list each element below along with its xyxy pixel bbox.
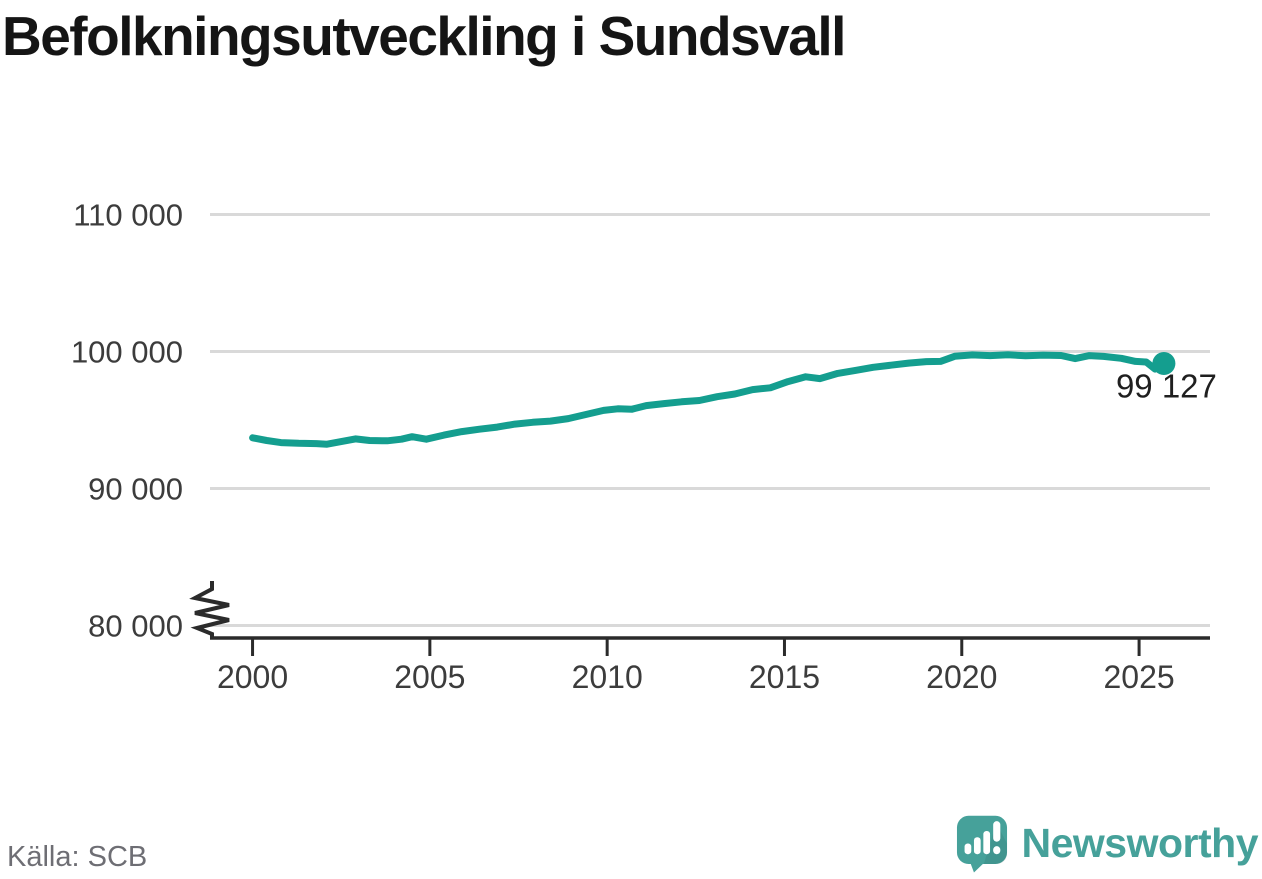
- population-line: [249, 351, 1168, 448]
- y-tick-label: 80 000: [88, 609, 183, 644]
- newsworthy-logo-text: Newsworthy: [1021, 820, 1259, 866]
- x-tick-label: 2020: [926, 659, 997, 695]
- newsworthy-logo-icon: [956, 815, 1007, 873]
- y-tick-label: 110 000: [73, 198, 183, 233]
- speech-bubble-icon: [956, 815, 1007, 873]
- x-tick-label: 2025: [1103, 659, 1174, 695]
- bar-icon-large: [982, 830, 990, 855]
- x-tick-label: 2010: [572, 659, 643, 695]
- chart-title: Befolkningsutveckling i Sundsvall: [2, 5, 846, 67]
- end-value-label: 99 127: [1116, 367, 1217, 404]
- source-note: Källa: SCB: [7, 841, 148, 873]
- exclamation-dot-icon: [992, 846, 1000, 855]
- exclamation-icon: [992, 821, 1000, 842]
- x-tick-label: 2005: [394, 659, 465, 695]
- x-tick-label: 2015: [749, 659, 820, 695]
- x-tick-label: 2000: [217, 659, 288, 695]
- newsworthy-logo: Newsworthy: [955, 814, 1259, 873]
- latest-point-marker: [1152, 351, 1176, 375]
- bar-icon-medium: [973, 837, 981, 855]
- y-tick-label: 100 000: [71, 335, 183, 370]
- bar-icon-small: [964, 843, 971, 855]
- axis-break-icon: [189, 581, 230, 639]
- y-tick-label: 90 000: [88, 472, 183, 507]
